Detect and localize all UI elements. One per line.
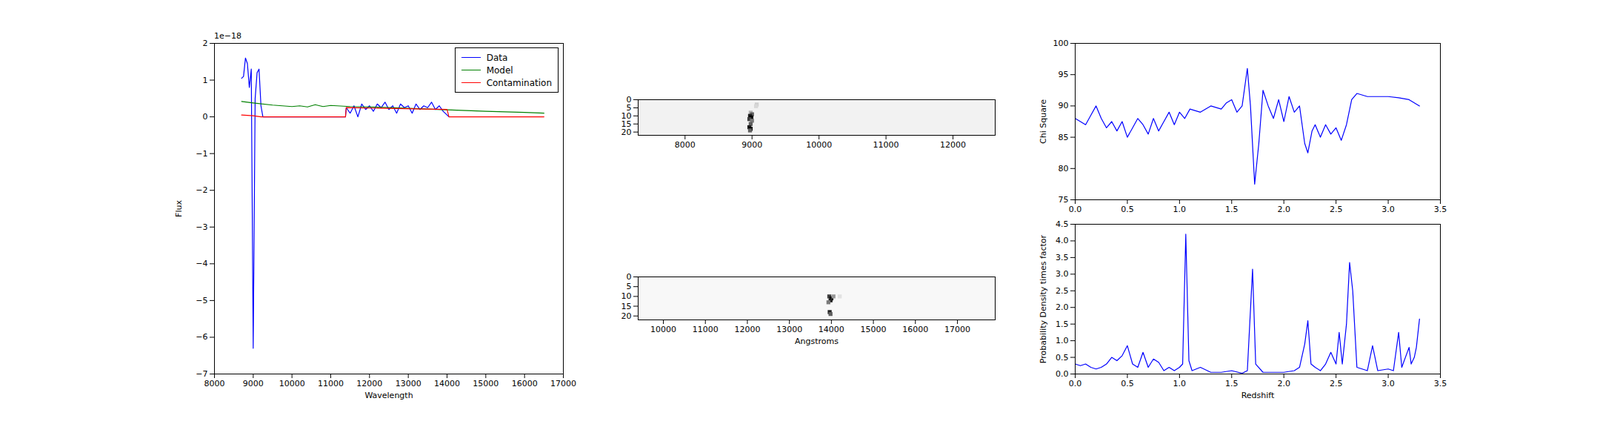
svg-text:11000: 11000 — [873, 140, 900, 150]
svg-text:10: 10 — [621, 291, 632, 301]
svg-text:11000: 11000 — [692, 324, 719, 335]
svg-text:95: 95 — [1058, 69, 1069, 80]
svg-text:5: 5 — [626, 102, 632, 113]
svg-text:0.5: 0.5 — [1120, 378, 1135, 389]
svg-text:−6: −6 — [195, 331, 208, 342]
svg-text:0.5: 0.5 — [1120, 204, 1135, 215]
svg-text:8000: 8000 — [674, 140, 696, 150]
svg-text:10000: 10000 — [805, 140, 832, 150]
svg-text:−1: −1 — [195, 148, 208, 159]
svg-text:4.5: 4.5 — [1055, 219, 1069, 229]
svg-text:Probability Density times fact: Probability Density times factor — [1038, 234, 1049, 363]
svg-text:80: 80 — [1058, 163, 1069, 174]
svg-text:85: 85 — [1058, 132, 1069, 143]
svg-text:13000: 13000 — [776, 324, 803, 335]
svg-text:2.0: 2.0 — [1277, 378, 1291, 389]
svg-text:10000: 10000 — [279, 378, 306, 389]
svg-text:Flux: Flux — [174, 200, 184, 218]
svg-text:0: 0 — [202, 111, 209, 122]
svg-text:12000: 12000 — [734, 324, 760, 335]
svg-text:8000: 8000 — [204, 378, 226, 389]
svg-text:Chi Square: Chi Square — [1038, 99, 1049, 144]
svg-text:0: 0 — [626, 271, 632, 282]
svg-text:−5: −5 — [195, 295, 208, 306]
svg-text:0.5: 0.5 — [1055, 352, 1069, 363]
svg-text:2.0: 2.0 — [1277, 204, 1291, 215]
svg-text:12000: 12000 — [940, 140, 966, 150]
svg-text:3.5: 3.5 — [1434, 204, 1448, 215]
svg-text:−4: −4 — [195, 258, 208, 269]
svg-text:1.5: 1.5 — [1055, 319, 1069, 329]
svg-text:20: 20 — [621, 127, 632, 138]
svg-text:0.0: 0.0 — [1068, 204, 1083, 215]
svg-text:−2: −2 — [195, 185, 208, 195]
html-text:Data: Data — [486, 52, 508, 63]
svg-text:−3: −3 — [195, 222, 208, 232]
svg-text:1.5: 1.5 — [1225, 204, 1239, 215]
svg-text:17000: 17000 — [944, 324, 971, 335]
svg-text:2.5: 2.5 — [1329, 378, 1343, 389]
svg-text:75: 75 — [1058, 194, 1069, 205]
svg-text:−7: −7 — [195, 368, 208, 379]
svg-text:Wavelength: Wavelength — [364, 390, 413, 400]
svg-text:1: 1 — [202, 75, 209, 86]
svg-text:100: 100 — [1053, 38, 1069, 49]
svg-text:3.5: 3.5 — [1055, 252, 1069, 263]
svg-text:0.0: 0.0 — [1068, 378, 1083, 389]
html-text:Model: Model — [486, 64, 514, 76]
svg-text:3.0: 3.0 — [1381, 378, 1395, 389]
svg-text:9000: 9000 — [741, 140, 763, 150]
svg-text:2: 2 — [202, 38, 209, 49]
svg-text:5: 5 — [626, 281, 632, 292]
svg-text:15000: 15000 — [860, 324, 887, 335]
svg-text:15: 15 — [621, 119, 632, 129]
svg-text:3.0: 3.0 — [1381, 204, 1395, 215]
svg-text:Redshift: Redshift — [1241, 390, 1275, 400]
svg-text:11000: 11000 — [317, 378, 344, 389]
svg-text:15000: 15000 — [472, 378, 499, 389]
svg-text:2.5: 2.5 — [1329, 204, 1343, 215]
svg-text:1.0: 1.0 — [1055, 335, 1069, 346]
svg-text:14000: 14000 — [434, 378, 460, 389]
svg-text:10000: 10000 — [650, 324, 677, 335]
svg-text:9000: 9000 — [242, 378, 264, 389]
svg-text:3.0: 3.0 — [1055, 268, 1069, 279]
svg-text:2.5: 2.5 — [1055, 285, 1069, 296]
svg-text:2.0: 2.0 — [1055, 302, 1069, 312]
svg-text:13000: 13000 — [395, 378, 422, 389]
svg-text:Angstroms: Angstroms — [794, 336, 839, 346]
svg-text:0: 0 — [626, 94, 632, 105]
svg-text:4.0: 4.0 — [1055, 235, 1069, 246]
html-text:1e−18: 1e−18 — [214, 31, 242, 41]
svg-text:90: 90 — [1058, 100, 1069, 111]
svg-text:1.0: 1.0 — [1173, 378, 1187, 389]
svg-text:12000: 12000 — [356, 378, 383, 389]
svg-text:16000: 16000 — [511, 378, 538, 389]
svg-text:16000: 16000 — [902, 324, 929, 335]
svg-text:0.0: 0.0 — [1055, 368, 1069, 379]
svg-text:1.0: 1.0 — [1173, 204, 1187, 215]
svg-text:1.5: 1.5 — [1225, 378, 1239, 389]
svg-text:3.5: 3.5 — [1434, 378, 1448, 389]
svg-text:14000: 14000 — [818, 324, 845, 335]
svg-text:15: 15 — [621, 301, 632, 312]
html-text:Contamination: Contamination — [486, 77, 552, 88]
svg-text:17000: 17000 — [550, 378, 577, 389]
svg-text:10: 10 — [621, 110, 632, 121]
svg-text:20: 20 — [621, 311, 632, 321]
